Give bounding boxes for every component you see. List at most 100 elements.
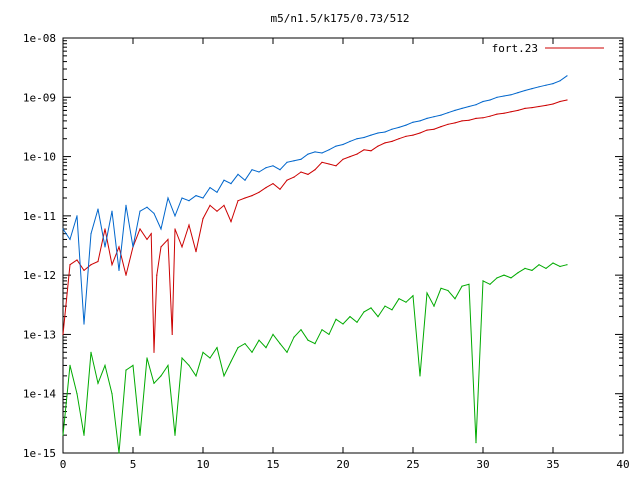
data-point (377, 132, 379, 134)
data-point (209, 204, 211, 206)
data-point (265, 187, 267, 189)
data-point (150, 233, 152, 235)
data-point (223, 375, 225, 377)
data-point (531, 88, 533, 90)
data-point (524, 89, 526, 92)
data-point (433, 116, 435, 118)
data-point (342, 143, 344, 146)
legend: fort.23 (492, 42, 604, 55)
data-point (160, 246, 162, 248)
data-point (195, 195, 197, 197)
data-point (503, 274, 505, 276)
data-point (139, 210, 141, 212)
data-point (447, 112, 449, 114)
data-point (181, 246, 183, 248)
data-point (307, 173, 309, 175)
data-point (111, 393, 113, 395)
data-point (342, 323, 344, 325)
data-point (104, 364, 106, 366)
data-point (321, 152, 323, 154)
data-point (104, 228, 106, 230)
data-point (146, 357, 148, 359)
data-point (412, 295, 414, 297)
x-tick-label: 15 (266, 458, 279, 471)
x-tick-label: 0 (60, 458, 67, 471)
data-point (258, 191, 260, 193)
data-point (398, 298, 400, 300)
data-point (69, 238, 71, 240)
x-tick-label: 10 (196, 458, 209, 471)
data-point (160, 228, 162, 230)
data-point (300, 329, 302, 331)
data-point (489, 99, 491, 101)
data-point (76, 215, 78, 217)
series-line-1 (62, 99, 568, 353)
data-point (349, 156, 351, 158)
data-point (454, 298, 456, 300)
data-point (62, 228, 64, 230)
data-point (328, 163, 330, 165)
data-point (104, 246, 106, 248)
data-point (307, 339, 309, 341)
data-point (566, 264, 568, 266)
data-point (398, 126, 400, 128)
data-point (90, 264, 92, 266)
data-point (293, 176, 295, 178)
data-point (391, 128, 393, 130)
data-point (83, 434, 85, 436)
data-point (244, 343, 246, 345)
series-line-2 (62, 75, 568, 325)
data-point (524, 107, 526, 109)
data-point (279, 343, 281, 345)
x-tick-label: 30 (476, 458, 489, 471)
data-point (412, 121, 414, 123)
y-tick-label: 1e-10 (23, 151, 56, 164)
data-point (426, 117, 428, 119)
data-point (510, 111, 512, 113)
data-point (545, 84, 547, 86)
data-point (356, 153, 358, 155)
data-point (132, 364, 134, 366)
data-point (230, 221, 232, 223)
data-point (188, 200, 190, 202)
data-point (517, 272, 519, 274)
data-point (496, 113, 498, 115)
data-point (398, 138, 400, 140)
data-point (363, 311, 365, 313)
data-point (468, 119, 470, 121)
data-point (370, 134, 372, 136)
data-point (531, 269, 533, 271)
data-point (328, 149, 330, 151)
data-point (139, 434, 141, 436)
plot-frame (62, 37, 624, 454)
data-point (461, 285, 463, 287)
data-point (209, 187, 211, 189)
data-point (482, 100, 484, 103)
y-tick-label: 1e-09 (23, 91, 56, 104)
data-point (139, 228, 141, 230)
data-point (202, 351, 204, 353)
data-point (433, 128, 435, 130)
data-point (258, 171, 260, 173)
data-point (356, 321, 358, 323)
data-point (223, 204, 225, 206)
data-point (412, 134, 414, 136)
data-point (174, 434, 176, 436)
data-point (307, 153, 309, 155)
data-point (181, 197, 183, 199)
data-point (167, 238, 169, 240)
data-point (559, 265, 561, 268)
data-point (237, 173, 239, 175)
data-point (216, 210, 218, 212)
data-point (125, 274, 127, 276)
y-tick-label: 1e-08 (23, 32, 56, 45)
data-point (510, 277, 512, 279)
data-point (503, 112, 505, 114)
data-point (244, 179, 246, 181)
data-point (167, 364, 169, 366)
data-point (174, 228, 176, 230)
data-point (454, 109, 456, 111)
y-tick-label: 1e-13 (23, 328, 56, 341)
data-point (90, 233, 92, 235)
